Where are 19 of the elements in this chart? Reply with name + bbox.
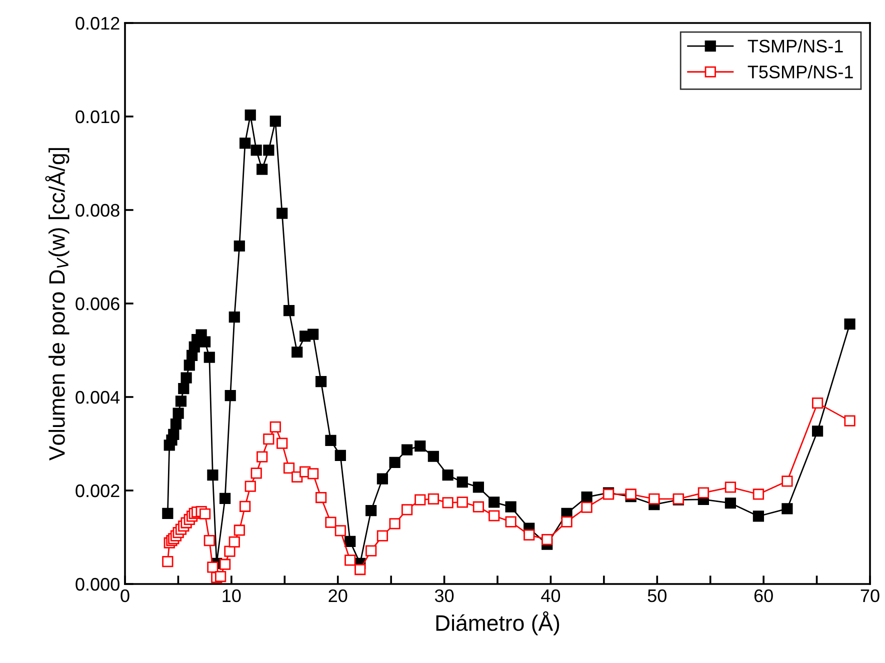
y-tick-label: 0.012	[76, 16, 120, 30]
x-tick-label: 30	[434, 589, 454, 602]
y-tick-label: 0.004	[76, 390, 120, 404]
x-tick-label: 0	[120, 589, 130, 602]
x-tick-label: 40	[541, 589, 560, 602]
x-axis-title: Diámetro (Å)	[436, 611, 560, 636]
x-tick-label: 10	[222, 589, 241, 602]
y-tick-label: 0.006	[76, 297, 120, 310]
y-axis-title: Volumen de poro D$_{V}$(w) [cc/Å/g]	[45, 148, 70, 461]
legend-label: T5SMP/NS-1	[748, 65, 853, 78]
x-tick-label: 50	[648, 589, 666, 602]
x-tick-label: 70	[860, 589, 880, 602]
y-tick-label: 0.008	[76, 204, 120, 217]
x-tick-label: 20	[328, 589, 348, 602]
x-tick-label: 60	[754, 589, 773, 602]
y-tick-label: 0.010	[76, 110, 120, 124]
legend-label: TSMP/NS-1	[748, 39, 843, 53]
y-tick-label: 0.002	[76, 484, 120, 498]
y-tick-label: 0.000	[76, 578, 120, 591]
